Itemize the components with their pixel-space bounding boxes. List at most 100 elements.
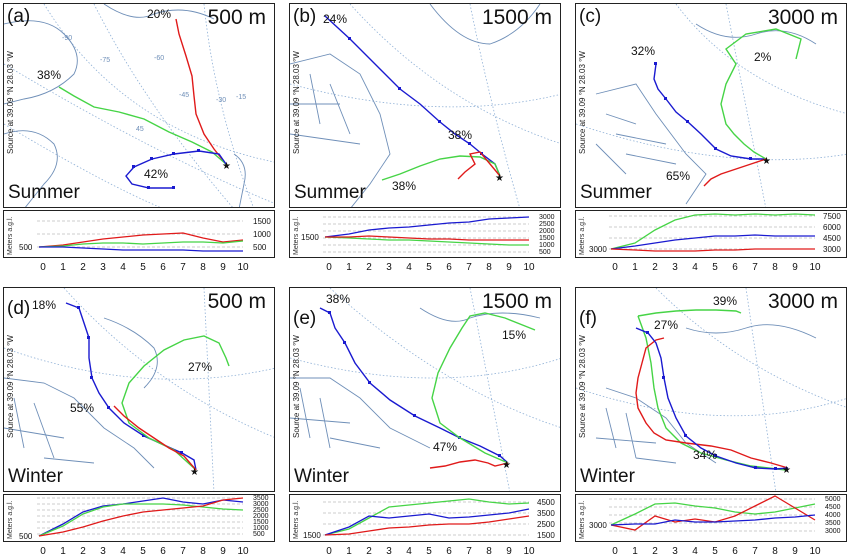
svg-text:-45: -45 xyxy=(179,92,189,99)
x-tick: 10 xyxy=(809,262,821,273)
x-tick: 5 xyxy=(426,546,432,557)
altitude-label: 1500 m xyxy=(481,6,552,29)
panel-e: ★ (e) 1500 m Winter Source at 39.09 °N 2… xyxy=(289,287,561,558)
panel-d: ★ (d) 500 m Winter Source at 39.09 °N 28… xyxy=(3,287,275,558)
svg-text:★: ★ xyxy=(190,467,199,478)
altitude-label: 500 m xyxy=(207,6,266,29)
x-tick: 2 xyxy=(80,546,86,557)
height-tick: 500 xyxy=(253,531,265,538)
height-tick: 4500 xyxy=(823,234,841,243)
altitude-label: 500 m xyxy=(207,290,266,313)
x-tick: 4 xyxy=(120,546,126,557)
source-label: Source at 39.09 °N 28.03 °W xyxy=(6,335,15,438)
y-axis-label: Meters a.g.l. xyxy=(293,216,300,255)
x-tick: 8 xyxy=(200,546,206,557)
pct-label-blue: 24% xyxy=(323,12,348,26)
pct-label-green: 38% xyxy=(37,68,62,82)
height-tick: 1500 xyxy=(253,519,269,526)
svg-text:★: ★ xyxy=(782,465,791,476)
x-tick: 0 xyxy=(326,262,332,273)
trajectory-map: ★ (d) 500 m Winter Source at 39.09 °N 28… xyxy=(3,287,275,492)
x-tick: 3 xyxy=(386,546,392,557)
pct-label-green: 38% xyxy=(392,179,417,193)
height-tick: 3500 xyxy=(537,509,555,518)
height-tick: 3000 xyxy=(539,214,555,221)
height-tick: 500 xyxy=(539,249,551,256)
left-tick: 3000 xyxy=(589,521,607,530)
x-tick: 10 xyxy=(237,262,249,273)
height-tick: 2000 xyxy=(253,513,269,520)
pct-label-red: 27% xyxy=(654,318,679,332)
panel-letter: (b) xyxy=(293,6,317,27)
x-tick: 6 xyxy=(732,262,738,273)
height-tick: 7500 xyxy=(823,212,841,221)
svg-text:-90: -90 xyxy=(62,35,72,42)
x-tick: 0 xyxy=(612,262,618,273)
height-tick: 3000 xyxy=(253,501,269,508)
x-tick: 1 xyxy=(632,546,638,557)
trajectory-map: ★ (f) 3000 m Winter Source at 39.09 °N 2… xyxy=(575,287,847,492)
panel-f: ★ (f) 3000 m Winter Source at 39.09 °N 2… xyxy=(575,287,847,558)
map-canvas: ★ xyxy=(290,4,560,207)
height-tick: 1500 xyxy=(253,217,271,226)
pct-label-green: 39% xyxy=(713,294,738,308)
x-tick: 1 xyxy=(346,262,352,273)
x-tick: 10 xyxy=(809,546,821,557)
y-axis-label: Meters a.g.l. xyxy=(7,500,14,539)
season-label: Summer xyxy=(580,182,652,203)
source-label: Source at 39.09 °N 28.03 °W xyxy=(578,51,587,154)
x-tick: 0 xyxy=(40,262,46,273)
pct-label-red: 55% xyxy=(70,401,95,415)
x-tick: 5 xyxy=(426,262,432,273)
x-tick: 1 xyxy=(60,546,66,557)
svg-text:45: 45 xyxy=(136,126,144,133)
x-tick: 3 xyxy=(672,262,678,273)
height-profile: Meters a.g.l. 3000 7500 6000 4500 3000 xyxy=(575,210,847,258)
x-tick: 8 xyxy=(772,546,778,557)
season-label: Winter xyxy=(294,466,349,487)
height-profile: Meters a.g.l. 1500 3000 2500 2000 1500 1… xyxy=(289,210,561,258)
left-tick: 1500 xyxy=(301,233,319,242)
x-tick: 5 xyxy=(140,546,146,557)
x-tick: 2 xyxy=(652,546,658,557)
x-tick: 7 xyxy=(180,546,186,557)
x-tick: 1 xyxy=(346,546,352,557)
x-tick: 8 xyxy=(772,262,778,273)
map-canvas: -90 -75 -60 -45 -30 -15 45 ★ xyxy=(4,4,274,207)
y-axis-label: Meters a.g.l. xyxy=(293,500,300,539)
height-tick: 3500 xyxy=(825,520,841,527)
left-tick: 500 xyxy=(19,243,33,252)
height-tick: 5000 xyxy=(825,496,841,503)
x-tick: 9 xyxy=(220,262,226,273)
pct-label-red: 65% xyxy=(666,169,691,183)
pct-label-blue: 18% xyxy=(32,298,57,312)
svg-text:★: ★ xyxy=(495,173,504,184)
x-tick: 3 xyxy=(386,262,392,273)
x-tick: 10 xyxy=(523,546,535,557)
svg-text:-75: -75 xyxy=(100,57,110,64)
x-tick: 8 xyxy=(200,262,206,273)
source-label: Source at 39.09 °N 28.03 °W xyxy=(578,335,587,438)
x-tick: 7 xyxy=(752,262,758,273)
x-tick: 9 xyxy=(792,546,798,557)
panel-letter: (d) xyxy=(7,298,31,319)
height-tick: 4500 xyxy=(825,504,841,511)
x-tick: 6 xyxy=(160,546,166,557)
x-tick: 6 xyxy=(160,262,166,273)
height-profile: Meters a.g.l. 500 3500 3000 2500 2000 15… xyxy=(3,494,275,542)
x-tick: 2 xyxy=(652,262,658,273)
x-tick: 9 xyxy=(506,262,512,273)
x-tick: 1 xyxy=(60,262,66,273)
source-label: Source at 39.09 °N 28.03 °W xyxy=(292,335,301,438)
panel-c: ★ (c) 3000 m Summer Source at 39.09 °N 2… xyxy=(575,3,847,274)
height-tick: 3000 xyxy=(823,245,841,254)
height-tick: 3500 xyxy=(253,495,269,502)
x-tick: 5 xyxy=(712,262,718,273)
height-tick: 1000 xyxy=(539,242,555,249)
y-axis-label: Meters a.g.l. xyxy=(579,500,586,539)
height-profile: Meters a.g.l. 500 1500 1000 500 xyxy=(3,210,275,258)
panel-letter: (e) xyxy=(293,308,317,329)
svg-text:-15: -15 xyxy=(236,94,246,101)
height-tick: 3000 xyxy=(825,528,841,535)
x-tick: 6 xyxy=(732,546,738,557)
